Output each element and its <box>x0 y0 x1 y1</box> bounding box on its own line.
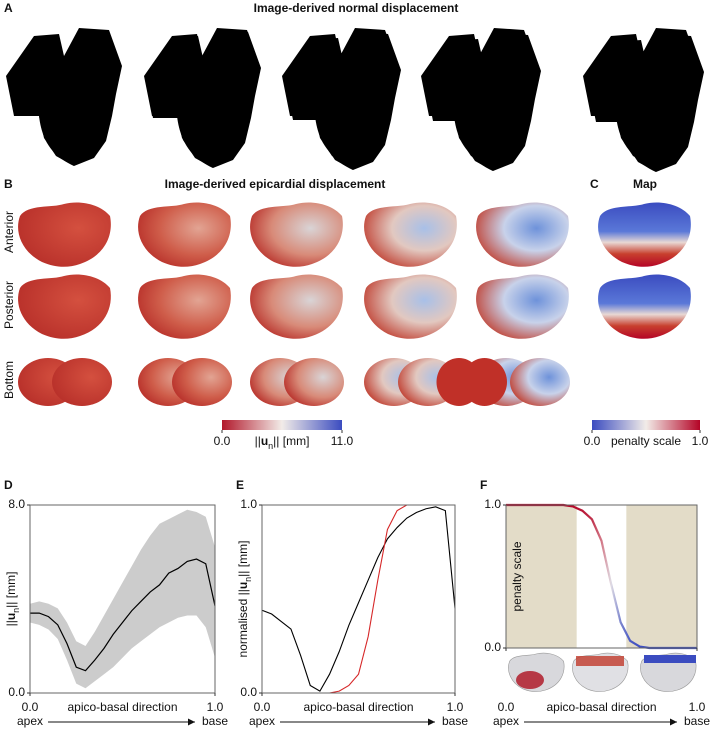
x-start-label: apex <box>493 714 519 728</box>
panel-letter: D <box>4 478 13 492</box>
plot-frame <box>29 504 216 694</box>
x-axis-label: apico-basal direction <box>546 700 656 714</box>
y-tick-label: 0.0 <box>484 640 501 654</box>
y-tick-label: 0.0 <box>8 685 25 699</box>
view-label: Posterior <box>2 281 16 329</box>
x-start-label: apex <box>249 714 275 728</box>
arrow-head <box>670 718 677 726</box>
x-end-label: base <box>684 714 710 728</box>
label-part: || <box>255 434 261 448</box>
outlines <box>6 28 704 172</box>
x-start-label: apex <box>17 714 43 728</box>
label-part: || [mm] <box>4 572 18 608</box>
axis-label: ||un|| [mm] <box>255 434 310 451</box>
x-tick-label: 1.0 <box>207 700 224 714</box>
data-line <box>262 504 455 694</box>
label-part: || <box>4 620 18 626</box>
shaded-region <box>626 505 697 648</box>
label-part: penalty scale <box>510 541 524 611</box>
label-part: u <box>261 434 268 448</box>
label-part: || [mm] <box>273 434 309 448</box>
x-tick-label: 0.0 <box>254 700 271 714</box>
y-tick-label: 1.0 <box>484 497 501 511</box>
colorbar <box>592 420 700 430</box>
arrow-head <box>428 718 435 726</box>
colorbar-tick-label: 0.0 <box>214 434 231 448</box>
label-part: n <box>243 577 253 582</box>
y-tick-label: 8.0 <box>8 497 25 511</box>
label-part: n <box>268 441 273 451</box>
data-line <box>261 506 456 692</box>
heart-renders <box>18 202 691 406</box>
panel-letter: A <box>4 1 13 15</box>
panel-letter: F <box>480 478 487 492</box>
x-end-label: base <box>202 714 228 728</box>
view-label: Bottom <box>2 361 16 399</box>
label-part: u <box>236 582 250 589</box>
y-tick-label: 1.0 <box>240 497 257 511</box>
colorbar-tick-label: 1.0 <box>692 434 709 448</box>
colorbar <box>222 420 342 430</box>
x-tick-label: 1.0 <box>447 700 464 714</box>
panel-title: Image-derived normal displacement <box>254 1 459 15</box>
y-tick-label: 0.0 <box>240 685 257 699</box>
axis-label: penalty scale <box>510 541 524 611</box>
arrow-head <box>188 718 195 726</box>
label-part: normalised || <box>236 589 250 657</box>
axis-label: penalty scale <box>611 434 681 448</box>
plot-frame <box>261 504 456 694</box>
axis-label: ||un|| [mm] <box>4 572 21 627</box>
label-part: penalty scale <box>611 434 681 448</box>
x-tick-label: 1.0 <box>689 700 706 714</box>
error-band <box>30 509 215 689</box>
shaded-region <box>506 505 577 648</box>
axis-label: normalised ||un|| [mm] <box>236 541 253 658</box>
panel-title: Map <box>633 177 657 191</box>
thumbnails <box>508 652 697 692</box>
x-axis-label: apico-basal direction <box>67 700 177 714</box>
x-axis-label: apico-basal direction <box>303 700 413 714</box>
plot-frame <box>505 504 698 649</box>
panel-letter: C <box>590 177 599 191</box>
panel-title: Image-derived epicardial displacement <box>165 177 386 191</box>
view-label: Anterior <box>2 211 16 253</box>
x-tick-label: 0.0 <box>498 700 515 714</box>
colorbar-tick-label: 11.0 <box>331 434 354 448</box>
panel-letter: E <box>236 478 244 492</box>
label-part: u <box>4 613 18 620</box>
label-part: || [mm] <box>236 541 250 577</box>
colorbar-tick-label: 0.0 <box>584 434 601 448</box>
panel-letter: B <box>4 177 13 191</box>
x-tick-label: 0.0 <box>22 700 39 714</box>
label-part: n <box>11 608 21 613</box>
x-end-label: base <box>442 714 468 728</box>
data-line <box>30 558 216 672</box>
